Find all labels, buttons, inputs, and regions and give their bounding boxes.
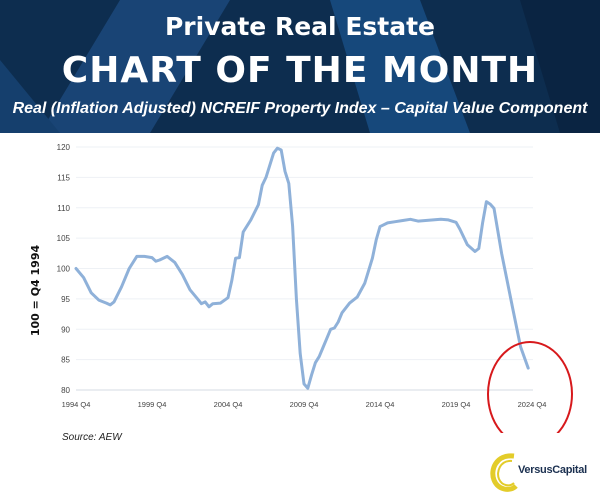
y-tick-label: 105: [57, 234, 71, 243]
source-note: Source: AEW: [62, 432, 122, 443]
y-tick-label: 100: [57, 265, 71, 274]
logo-swirl-icon: [490, 453, 518, 492]
versus-capital-logo: VersusCapital: [488, 450, 598, 494]
line-chart: 80 85 90 95 100 105 110 115 120 1994 Q4 1999 Q4 200…: [29, 143, 573, 433]
highlight-ellipse: [487, 341, 573, 433]
data-line: [74, 146, 530, 390]
y-tick-label: 90: [61, 325, 70, 334]
y-tick-label: 80: [61, 386, 70, 395]
banner-background: [0, 0, 600, 133]
y-tick-label: 110: [57, 204, 70, 213]
y-tick-label: 85: [61, 356, 70, 365]
logo-text: VersusCapital: [518, 464, 587, 476]
y-tick-label: 120: [57, 143, 71, 152]
chart-subtitle: Real (Inflation Adjusted) NCREIF Propert…: [12, 100, 588, 117]
x-tick-label: 1999 Q4: [138, 400, 167, 409]
y-tick-label: 95: [61, 295, 70, 304]
y-tick-label: 115: [57, 173, 70, 182]
x-tick-label: 2014 Q4: [366, 400, 395, 409]
x-tick-label: 2019 Q4: [442, 400, 471, 409]
y-axis-label: 100 = Q4 1994: [29, 245, 42, 337]
x-tick-label: 1994 Q4: [62, 400, 91, 409]
x-tick-label: 2004 Q4: [214, 400, 243, 409]
x-tick-label: 2009 Q4: [290, 400, 319, 409]
header-banner: Private Real Estate CHART OF THE MONTH R…: [0, 0, 600, 133]
banner-kicker: Private Real Estate: [164, 12, 436, 41]
banner-title: CHART OF THE MONTH: [61, 50, 539, 91]
x-tick-label: 2024 Q4: [518, 400, 547, 409]
